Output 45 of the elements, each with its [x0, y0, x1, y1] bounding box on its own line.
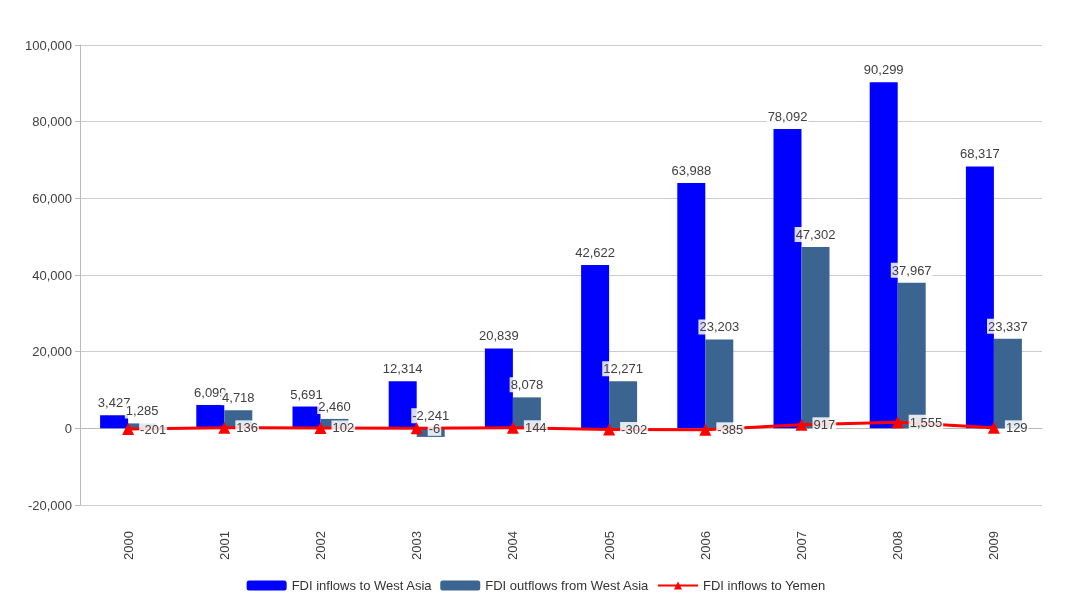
data-label: 12,271: [603, 361, 643, 377]
legend-label: FDI outflows from West Asia: [485, 578, 650, 593]
data-label: 20,839: [479, 328, 519, 344]
x-tick-label: 2000: [120, 531, 136, 560]
x-tick-label: 2003: [409, 531, 425, 560]
data-label: 102: [332, 420, 355, 436]
data-label: -6: [428, 420, 441, 436]
y-tick-label: 40,000: [32, 267, 72, 283]
y-tick-label: 80,000: [32, 114, 72, 130]
y-tick-label: 20,000: [32, 344, 72, 360]
legend-label: FDI inflows to Yemen: [703, 578, 826, 593]
x-tick-label: 2009: [986, 531, 1002, 560]
data-label: 1,555: [909, 414, 943, 430]
data-label: 68,317: [960, 146, 1000, 162]
data-label: 8,078: [510, 377, 544, 393]
data-label: 2,460: [318, 398, 351, 414]
data-label: 63,988: [671, 163, 712, 179]
legend-label: FDI inflows to West Asia: [291, 578, 433, 593]
data-label: 129: [1005, 420, 1028, 436]
data-label: 12,314: [382, 361, 423, 377]
y-tick-label: 60,000: [32, 190, 72, 206]
x-tick-label: 2001: [216, 531, 232, 560]
y-tick-label: 100,000: [25, 37, 72, 53]
data-label: 23,337: [988, 318, 1028, 334]
data-label: -385: [717, 422, 744, 438]
data-label: 37,967: [891, 262, 932, 278]
data-label: 47,302: [795, 227, 836, 243]
data-label: -302: [621, 421, 648, 437]
data-label: 90,299: [863, 62, 904, 78]
x-tick-label: 2007: [794, 531, 809, 560]
data-label: 42,622: [575, 244, 615, 260]
y-tick-label: -20,000: [27, 497, 72, 513]
x-tick-label: 2004: [505, 531, 521, 560]
x-tick-label: 2006: [697, 531, 713, 560]
x-tick-label: 2002: [313, 531, 328, 560]
data-label: 144: [524, 420, 547, 436]
data-label: -201: [140, 421, 167, 437]
data-label: -2,241: [412, 408, 450, 424]
x-tick-label: 2008: [890, 531, 906, 560]
data-label: 23,203: [699, 319, 740, 335]
y-tick-label: 0: [64, 420, 72, 436]
x-tick-label: 2005: [601, 531, 617, 560]
data-label: 917: [813, 417, 836, 433]
data-label: 78,092: [767, 108, 808, 124]
data-label: 136: [236, 420, 258, 436]
